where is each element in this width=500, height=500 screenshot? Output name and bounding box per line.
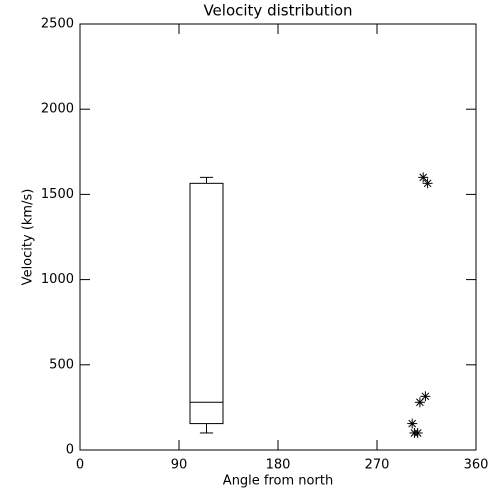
point-stroke	[423, 179, 432, 188]
y-tick-label: 2000	[41, 102, 74, 117]
plot-frame	[79, 23, 477, 451]
y-tick-label: 1000	[41, 272, 74, 287]
y-tick-label: 2500	[41, 17, 74, 32]
point	[407, 418, 418, 429]
box	[189, 182, 224, 425]
x-tick-label: 90	[171, 458, 188, 473]
point-stroke	[419, 173, 428, 182]
chart-title: Velocity distribution	[203, 2, 352, 20]
point-stroke	[408, 419, 417, 428]
y-tick-label: 1500	[41, 187, 74, 202]
point	[418, 172, 429, 183]
x-tick-label: 270	[365, 458, 390, 473]
x-axis-label: Angle from north	[223, 474, 333, 489]
y-tick-label: 0	[66, 443, 74, 458]
x-tick-label: 180	[266, 458, 291, 473]
point	[420, 391, 431, 402]
point-stroke	[413, 429, 422, 437]
point	[422, 178, 433, 189]
x-tick-label: 360	[464, 458, 489, 473]
point-stroke	[421, 392, 430, 401]
y-axis-label: Velocity (km/s)	[21, 189, 36, 286]
point	[412, 427, 423, 438]
x-tick-label: 0	[76, 458, 84, 473]
y-tick-label: 500	[49, 357, 74, 372]
